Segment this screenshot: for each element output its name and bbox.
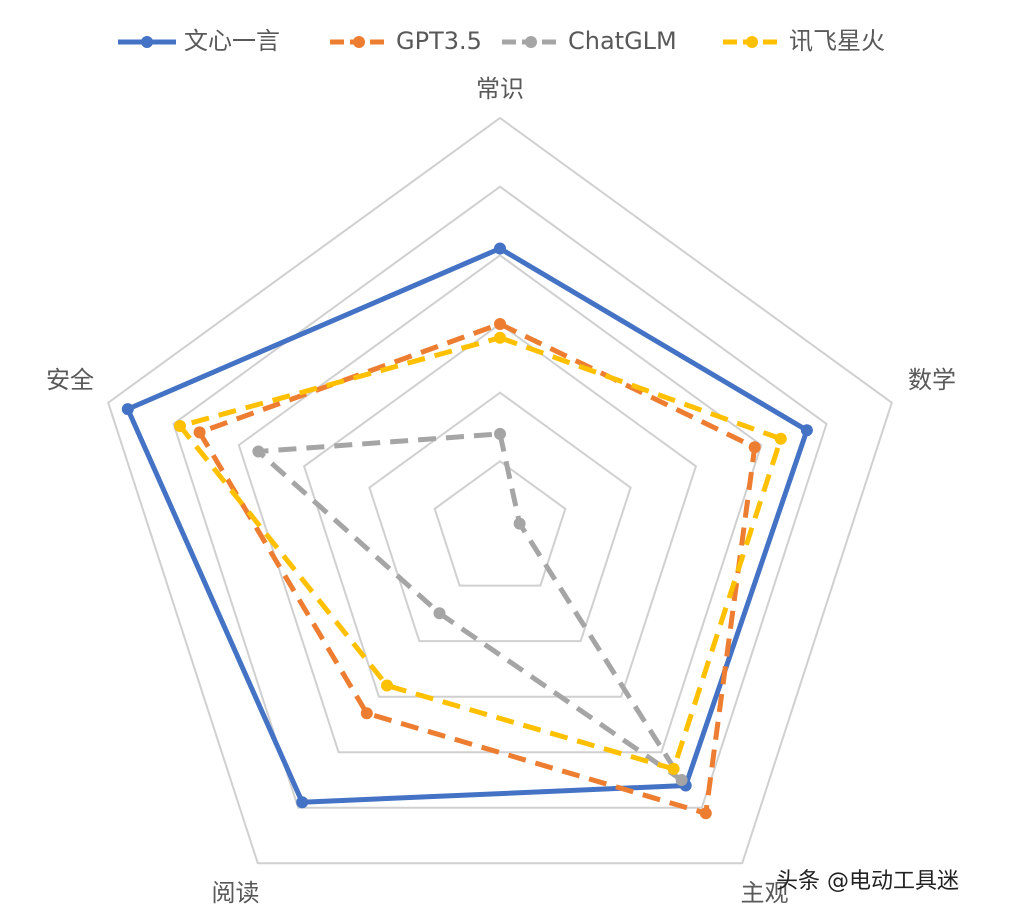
series-point bbox=[774, 432, 787, 445]
legend-label: 文心一言 bbox=[184, 27, 280, 55]
series-point bbox=[252, 445, 265, 458]
legend-swatch-marker bbox=[353, 36, 365, 48]
series-point bbox=[381, 679, 393, 692]
grid-ring bbox=[302, 322, 698, 698]
series-point bbox=[296, 796, 309, 809]
grid-ring bbox=[172, 185, 828, 809]
legend-label: ChatGLM bbox=[568, 27, 677, 55]
series-point bbox=[513, 517, 526, 530]
series-point bbox=[494, 427, 506, 440]
series-line bbox=[125, 246, 810, 805]
series-point bbox=[748, 441, 761, 454]
legend-label: GPT3.5 bbox=[396, 27, 482, 55]
radar-grid bbox=[107, 116, 893, 865]
series-group bbox=[174, 331, 787, 775]
axis-label: 主观 bbox=[741, 879, 789, 907]
series-point bbox=[193, 426, 206, 439]
series-point bbox=[494, 242, 506, 255]
axis-label: 阅读 bbox=[212, 879, 260, 907]
series-line bbox=[255, 431, 685, 783]
axis-label: 数学 bbox=[908, 366, 956, 394]
axis-label: 安全 bbox=[46, 366, 94, 394]
series-point bbox=[494, 318, 506, 330]
grid-ring bbox=[433, 460, 567, 587]
series-point bbox=[174, 420, 186, 432]
series-point bbox=[667, 762, 680, 775]
legend-swatch-marker bbox=[141, 36, 153, 48]
axis-label: 常识 bbox=[476, 75, 524, 103]
legend-item: 讯飞星火 bbox=[723, 27, 885, 55]
series-point bbox=[699, 807, 712, 820]
legend-swatch-marker bbox=[746, 36, 758, 48]
series-point bbox=[800, 424, 813, 437]
series-group bbox=[121, 242, 813, 809]
series-point bbox=[433, 607, 446, 620]
series-point bbox=[360, 707, 373, 720]
series-line bbox=[197, 321, 758, 816]
grid-ring bbox=[107, 116, 893, 865]
grid-ring bbox=[368, 391, 632, 643]
series-group bbox=[193, 318, 761, 820]
series-layer bbox=[121, 242, 813, 820]
watermark-text: 头条 @电动工具迷 bbox=[776, 869, 959, 894]
legend-item: ChatGLM bbox=[502, 27, 677, 55]
series-point bbox=[121, 403, 134, 416]
legend: 文心一言 GPT3.5 ChatGLM 讯飞星火 bbox=[118, 27, 885, 55]
series-line bbox=[177, 335, 784, 772]
legend-item: 文心一言 bbox=[118, 27, 280, 55]
series-point bbox=[494, 331, 506, 344]
legend-swatch-marker bbox=[525, 36, 537, 48]
legend-item: GPT3.5 bbox=[330, 27, 482, 55]
series-group bbox=[252, 427, 688, 786]
legend-label: 讯飞星火 bbox=[789, 27, 885, 55]
series-point bbox=[675, 774, 688, 786]
